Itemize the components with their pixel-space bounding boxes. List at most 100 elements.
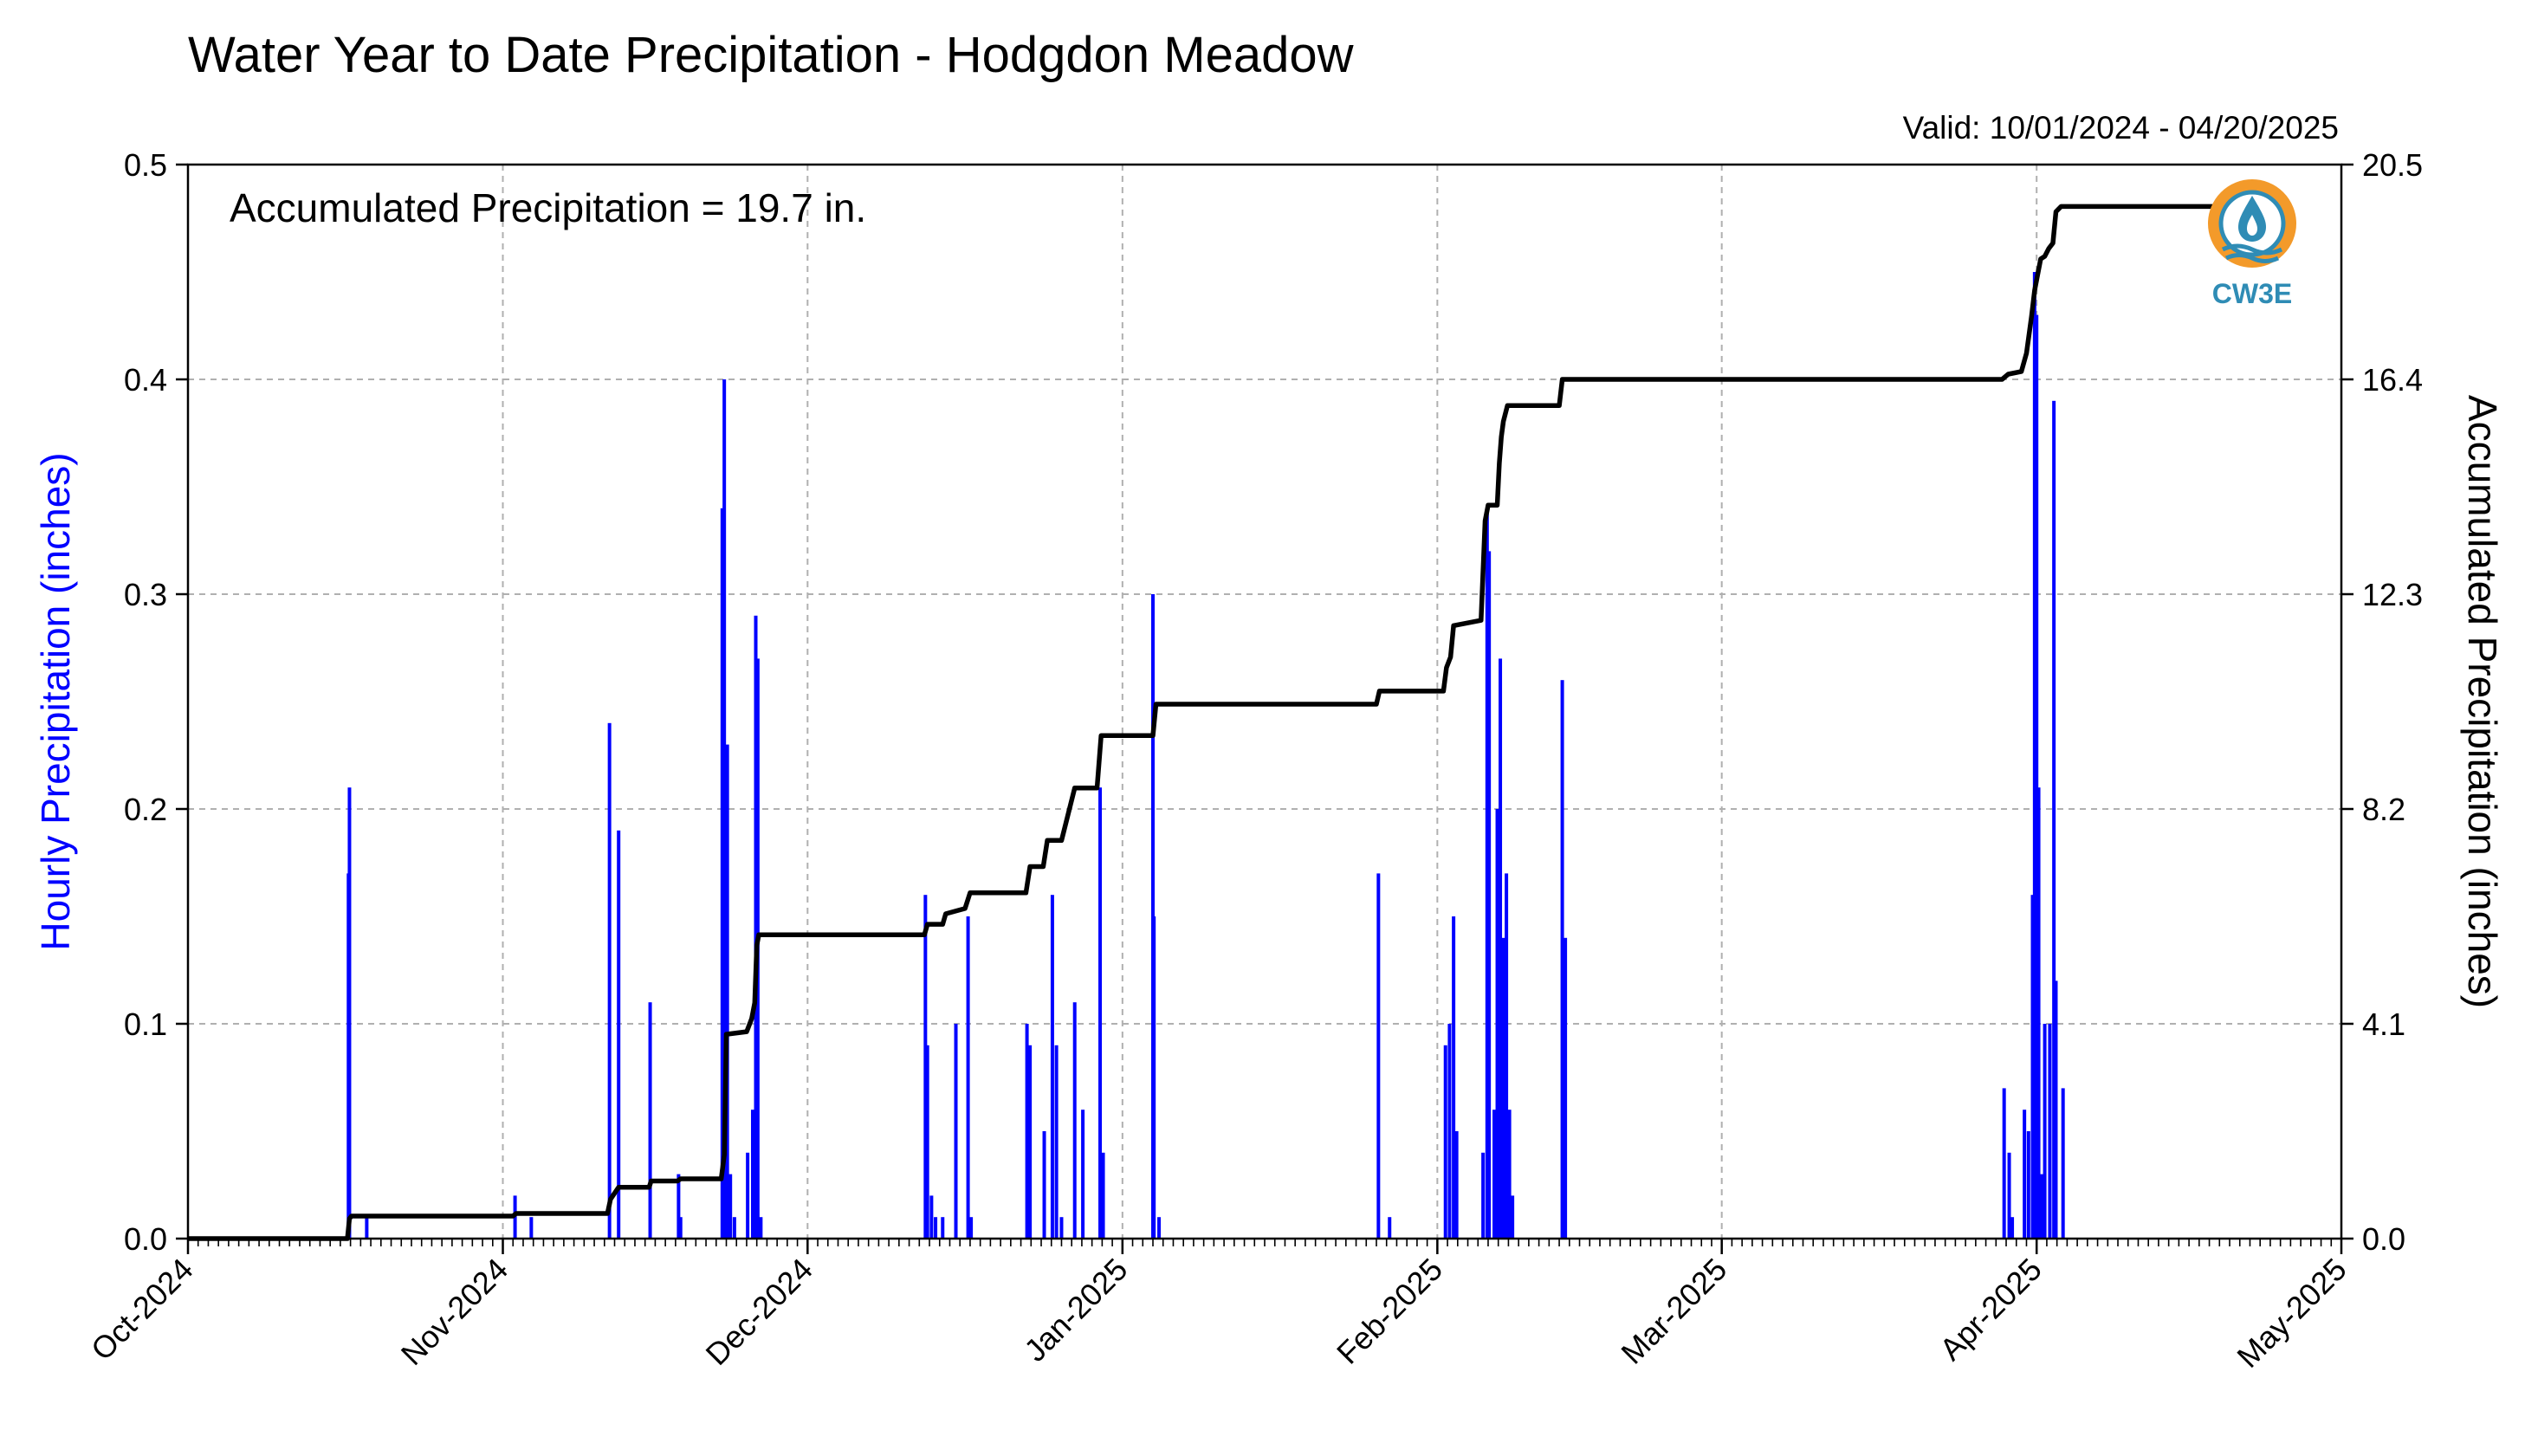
- right-tick-label: 16.4: [2362, 362, 2423, 398]
- precip-bar: [1487, 551, 1492, 1239]
- y-axis-left-label: Hourly Precipitation (inches): [33, 452, 78, 950]
- precip-bar: [746, 1152, 750, 1239]
- left-tick-label: 0.2: [124, 792, 167, 827]
- precip-bar: [925, 1045, 929, 1239]
- precip-bar: [1492, 1110, 1497, 1239]
- precip-bar: [1560, 680, 1564, 1239]
- precip-bar: [1059, 1217, 1064, 1239]
- precip-bar: [954, 1024, 958, 1239]
- x-tick-label: Apr-2025: [1933, 1252, 2049, 1368]
- right-tick-label: 20.5: [2362, 147, 2423, 183]
- precip-bar: [728, 1174, 733, 1239]
- precip-bar: [2036, 787, 2041, 1239]
- precip-bar: [2061, 1088, 2065, 1239]
- hourly-bars: [346, 272, 2065, 1239]
- precip-bar: [607, 722, 612, 1239]
- precip-bar: [1485, 508, 1489, 1239]
- cw3e-logo: CW3E: [2208, 179, 2296, 309]
- precip-bar: [2026, 1131, 2030, 1239]
- precip-bar: [1025, 1024, 1029, 1239]
- precip-bar: [1157, 1217, 1162, 1239]
- wave-icon: [2221, 243, 2283, 256]
- precip-bar: [365, 1217, 369, 1239]
- precip-bar: [1101, 1152, 1105, 1239]
- valid-date-range: Valid: 10/01/2024 - 04/20/2025: [1903, 110, 2339, 146]
- accumulated-line-layer: [188, 204, 2220, 1241]
- precip-bar: [2007, 1152, 2011, 1239]
- y-axis-right-label: Accumulated Precipitation (inches): [2460, 395, 2505, 1008]
- gridlines: [188, 165, 2341, 1239]
- precip-bar: [1388, 1217, 1392, 1239]
- precip-bar: [941, 1217, 945, 1239]
- precip-bar: [2035, 314, 2039, 1239]
- precip-bar: [2048, 1024, 2052, 1239]
- precip-bar: [677, 1174, 681, 1239]
- precip-bar: [1507, 1110, 1512, 1239]
- right-axis: 0.0 4.1 8.2 12.3 16.4 20.5: [2341, 147, 2423, 1257]
- precip-bar: [934, 1217, 938, 1239]
- right-tick-label: 4.1: [2362, 1006, 2405, 1042]
- precip-bar: [923, 895, 928, 1239]
- precip-bar: [750, 1110, 754, 1239]
- precip-bar: [725, 744, 729, 1239]
- precip-bar: [678, 1217, 683, 1239]
- precip-bar: [617, 830, 621, 1239]
- x-tick-label: Dec-2024: [699, 1252, 819, 1372]
- precip-bar: [929, 1195, 934, 1239]
- x-tick-label: Feb-2025: [1330, 1252, 1449, 1371]
- x-tick-label: Mar-2025: [1614, 1252, 1733, 1371]
- x-axis: Oct-2024 Nov-2024 Dec-2024 Jan-2025 Feb-2025…: [84, 1239, 2353, 1375]
- precip-bar: [1054, 1045, 1059, 1239]
- precip-bar: [1452, 916, 1456, 1239]
- precip-bar: [1098, 787, 1103, 1239]
- precip-bar: [1028, 1045, 1033, 1239]
- flame-glyph-icon: [2247, 215, 2257, 236]
- chart-title: Water Year to Date Precipitation - Hodgd…: [188, 27, 1355, 83]
- precip-bar: [759, 1217, 763, 1239]
- logo-label: CW3E: [2212, 278, 2292, 309]
- precip-bar: [2032, 272, 2036, 1239]
- precip-bar: [1081, 1110, 1085, 1239]
- precip-bar: [1505, 873, 1509, 1239]
- precip-bar: [1042, 1131, 1046, 1239]
- precip-bar: [2052, 400, 2056, 1239]
- plot-frame: [186, 163, 2343, 1240]
- left-axis: 0.0 0.1 0.2 0.3 0.4 0.5: [124, 147, 188, 1257]
- precip-bar: [2030, 895, 2035, 1239]
- precip-bar: [347, 787, 352, 1239]
- precip-bar: [2043, 1024, 2047, 1239]
- precip-bar: [2002, 1088, 2006, 1239]
- precip-bar: [754, 615, 758, 1239]
- precip-bar: [2040, 1174, 2044, 1239]
- precip-bar: [529, 1217, 534, 1239]
- precip-bar: [1501, 937, 1505, 1239]
- x-tick-label: Oct-2024: [84, 1252, 200, 1368]
- left-tick-label: 0.3: [124, 577, 167, 612]
- wave-icon-2: [2224, 253, 2280, 263]
- x-tick-label: May-2025: [2230, 1252, 2353, 1375]
- precip-bar: [1376, 873, 1381, 1239]
- precip-bar: [1050, 895, 1054, 1239]
- precip-bar: [2010, 1217, 2015, 1239]
- x-tick-label: Jan-2025: [1017, 1252, 1134, 1369]
- precip-bar: [969, 1217, 974, 1239]
- precip-bar: [966, 916, 970, 1239]
- right-tick-label: 12.3: [2362, 577, 2423, 612]
- precip-bar: [1447, 1024, 1452, 1239]
- precip-bar: [2054, 980, 2058, 1239]
- left-tick-label: 0.4: [124, 362, 167, 398]
- accumulated-line: [188, 204, 2220, 1241]
- precip-bar: [2023, 1110, 2027, 1239]
- right-tick-label: 8.2: [2362, 792, 2405, 827]
- precip-bar: [1499, 658, 1503, 1239]
- x-tick-label: Nov-2024: [394, 1252, 515, 1372]
- left-tick-label: 0.0: [124, 1221, 167, 1257]
- precip-bar: [720, 508, 724, 1239]
- precip-bar: [732, 1217, 736, 1239]
- precip-bar: [1443, 1045, 1447, 1239]
- precip-bar: [1481, 1152, 1486, 1239]
- accumulated-annotation: Accumulated Precipitation = 19.7 in.: [230, 185, 866, 230]
- precip-bar: [1454, 1131, 1459, 1239]
- precip-bar: [1072, 1002, 1077, 1239]
